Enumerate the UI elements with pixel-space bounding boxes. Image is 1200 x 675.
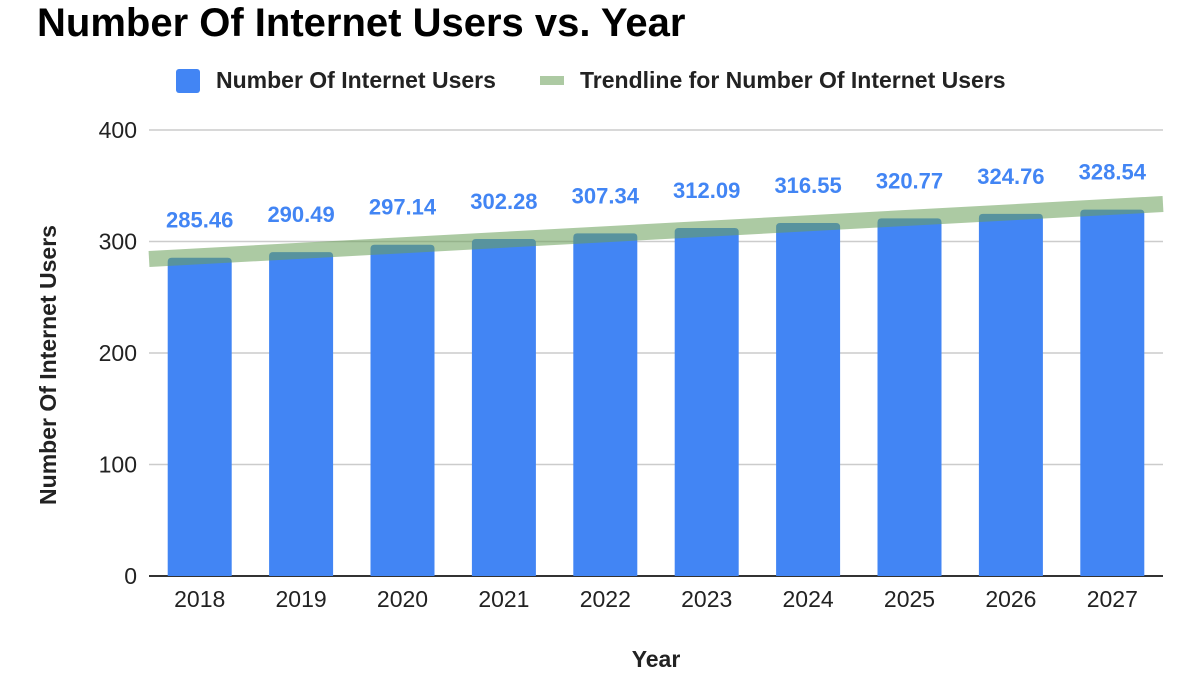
legend-swatch-bars — [176, 69, 200, 93]
data-label: 324.76 — [977, 164, 1044, 189]
x-tick-label: 2024 — [783, 586, 834, 612]
data-label: 285.46 — [166, 208, 233, 233]
x-tick-label: 2023 — [681, 586, 732, 612]
data-label: 290.49 — [267, 202, 334, 227]
data-label: 312.09 — [673, 178, 740, 203]
x-tick-label: 2025 — [884, 586, 935, 612]
bar — [370, 244, 435, 576]
chart-title: Number Of Internet Users vs. Year — [37, 1, 685, 45]
bar — [674, 228, 739, 576]
y-tick-label: 100 — [99, 452, 137, 478]
x-tick-label: 2018 — [174, 586, 225, 612]
trendline — [148, 196, 1164, 267]
legend-swatch-trendline — [540, 76, 564, 85]
data-label: 320.77 — [876, 168, 943, 193]
y-tick-label: 400 — [99, 117, 137, 143]
data-label: 316.55 — [774, 173, 841, 198]
x-axis-label: Year — [632, 646, 681, 672]
legend-label-bars: Number Of Internet Users — [216, 67, 496, 93]
x-tick-label: 2021 — [478, 586, 529, 612]
y-tick-label: 200 — [99, 340, 137, 366]
y-axis-label: Number Of Internet Users — [35, 225, 61, 505]
data-label: 307.34 — [572, 183, 640, 208]
data-label: 302.28 — [470, 189, 537, 214]
bar — [1080, 209, 1145, 576]
data-label: 297.14 — [369, 195, 437, 220]
data-label: 328.54 — [1079, 160, 1147, 185]
bar — [269, 252, 334, 577]
y-tick-label: 300 — [99, 229, 137, 255]
x-tick-label: 2019 — [276, 586, 327, 612]
x-tick-label: 2020 — [377, 586, 428, 612]
legend-label-trendline: Trendline for Number Of Internet Users — [580, 67, 1006, 93]
bar — [776, 223, 841, 576]
bar — [877, 218, 942, 577]
bar — [471, 238, 536, 576]
x-tick-label: 2027 — [1087, 586, 1138, 612]
bar — [573, 233, 638, 576]
x-tick-label: 2026 — [985, 586, 1036, 612]
bar — [167, 257, 232, 576]
x-tick-label: 2022 — [580, 586, 631, 612]
y-tick-label: 0 — [124, 563, 137, 589]
bar — [978, 213, 1043, 577]
